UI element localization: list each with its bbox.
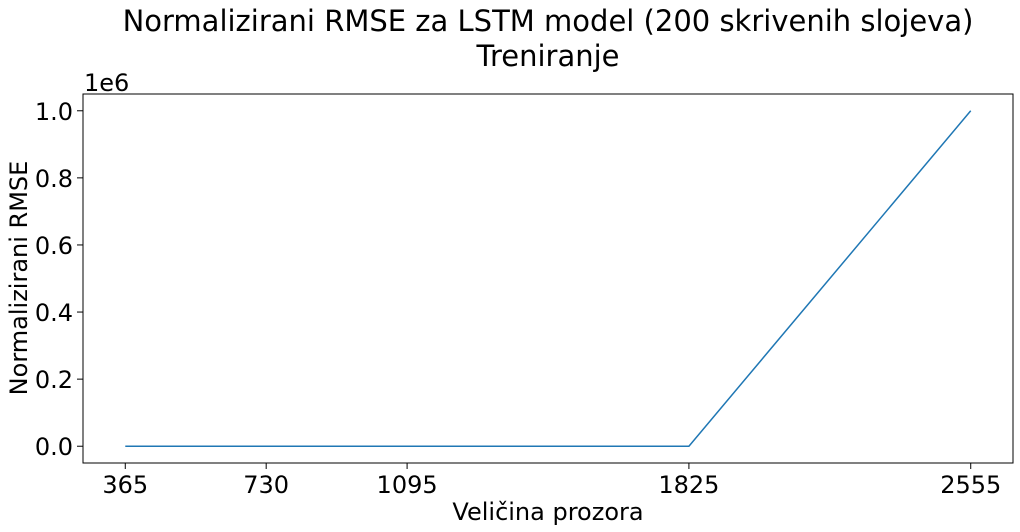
y-axis-label: Normalizirani RMSE (5, 161, 33, 396)
x-tick-label: 365 (102, 471, 148, 499)
plot-area: 365 730 1095 1825 2555 0.0 0.2 0.4 0.6 0.8 1.0 (35, 98, 1001, 499)
plot-frame (82, 93, 1014, 464)
y-tick-label: 1.0 (35, 98, 73, 126)
x-tick-label: 1825 (658, 471, 719, 499)
y-tick-label: 0.6 (35, 232, 73, 260)
y-tick-label: 0.0 (35, 433, 73, 461)
x-tick-label: 1095 (377, 471, 438, 499)
y-tick-label: 0.4 (35, 299, 73, 327)
series-line (125, 110, 972, 447)
x-tick-label: 730 (243, 471, 289, 499)
chart-title: Normalizirani RMSE za LSTM model (200 sk… (123, 4, 974, 38)
y-tick-label: 0.8 (35, 165, 73, 193)
chart-subtitle: Treniranje (476, 39, 620, 73)
x-axis-label: Veličina prozora (452, 498, 643, 526)
y-tick-label: 0.2 (35, 366, 73, 394)
y-axis-offset-label: 1e6 (84, 69, 129, 97)
x-tick-label: 2555 (940, 471, 1001, 499)
